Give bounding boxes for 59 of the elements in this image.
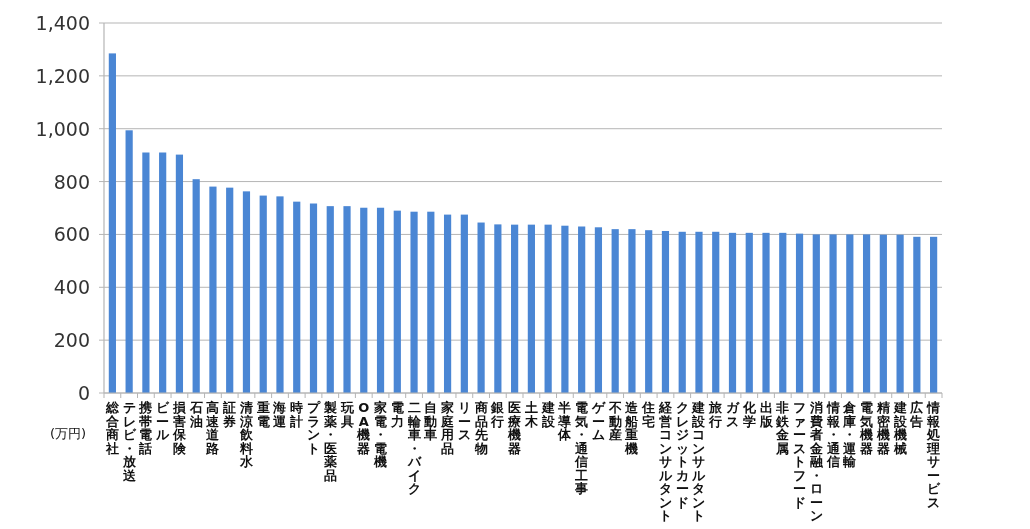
- x-tick-label: 家庭用品: [440, 400, 455, 456]
- x-tick-label: 二輪車・バイク: [406, 400, 422, 496]
- y-tick-label: 200: [53, 329, 90, 352]
- x-tick-label: 石油: [188, 400, 203, 429]
- y-tick-label: 400: [53, 276, 90, 299]
- x-tick-label: 医療機器: [507, 400, 522, 456]
- x-tick-label: OA機器: [356, 400, 371, 456]
- x-tick-label: 自動車: [423, 400, 438, 442]
- y-tick-label: 1,400: [35, 12, 90, 34]
- x-tick-label: 清涼飲料水: [238, 400, 254, 469]
- x-tick-label: 建設機械: [892, 400, 908, 456]
- x-tick-label: 総合商社: [104, 400, 120, 456]
- x-tick-label: 家電・電機: [373, 400, 388, 469]
- x-tick-label: 建設: [540, 400, 556, 429]
- category-label: 消費者金融・ローン: [809, 400, 823, 523]
- x-tick-label: 海運: [272, 400, 288, 429]
- x-tick-label: 出版: [758, 400, 774, 429]
- x-tick-label: 商品先物: [473, 400, 488, 456]
- x-tick-label: ファーストフード: [793, 400, 807, 510]
- x-tick-label: 銀行: [490, 400, 506, 429]
- x-tick-label: テレビ・放送: [121, 400, 137, 483]
- x-tick-label: クレジットカード: [675, 400, 689, 510]
- y-tick-label: 800: [53, 170, 90, 193]
- x-tick-label: 広告: [909, 400, 924, 429]
- x-tick-label: 玩具: [339, 400, 355, 429]
- x-tick-label: 時計: [289, 400, 304, 429]
- x-tick-label: 倉庫・運輸: [842, 400, 858, 469]
- x-tick-label: ガス: [726, 400, 740, 429]
- x-tick-label: 製薬・医薬品: [322, 400, 337, 483]
- x-tick-label: 半導体: [557, 400, 573, 442]
- y-tick-label: 1,200: [35, 64, 90, 87]
- x-tick-label: ゲーム: [590, 400, 606, 442]
- x-tick-label: リース: [457, 400, 471, 442]
- x-tick-label: 精密機器: [875, 400, 891, 456]
- x-tick-label: 電力: [389, 400, 404, 429]
- x-tick-label: 携帯電話: [138, 400, 153, 456]
- y-tick-label: 600: [53, 223, 90, 246]
- x-tick-label: 証券: [222, 400, 237, 429]
- category-label: 建設コンサルタント: [692, 400, 706, 523]
- x-tick-label: 情報処理サービス: [926, 400, 942, 510]
- x-tick-label: 土木: [523, 400, 539, 429]
- x-tick-label: 旅行: [708, 400, 724, 429]
- x-tick-label: 高速道路: [205, 400, 221, 456]
- x-tick-label: 不動産: [607, 400, 622, 442]
- x-tick-label: 非鉄金属: [775, 400, 791, 456]
- x-tick-label: 化学: [741, 400, 757, 429]
- x-tick-label: 電気・通信工事: [574, 400, 590, 496]
- x-tick-label: ビール: [155, 400, 171, 442]
- y-tick-label: 0: [77, 382, 90, 404]
- x-tick-label: 情報・通信: [825, 400, 841, 469]
- x-tick-label: 重電: [255, 400, 270, 429]
- x-tick-label: 住宅: [641, 400, 656, 429]
- x-tick-label: プラント: [307, 400, 321, 456]
- x-tick-label: 造船重機: [624, 400, 640, 456]
- x-tick-label: 電気機器: [859, 400, 874, 456]
- x-tick-label: 損害保険: [171, 400, 187, 456]
- y-tick-label: 1,000: [35, 117, 90, 140]
- category-label: 経営コンサルタント: [658, 400, 672, 523]
- y-axis-title: (万円): [49, 426, 87, 441]
